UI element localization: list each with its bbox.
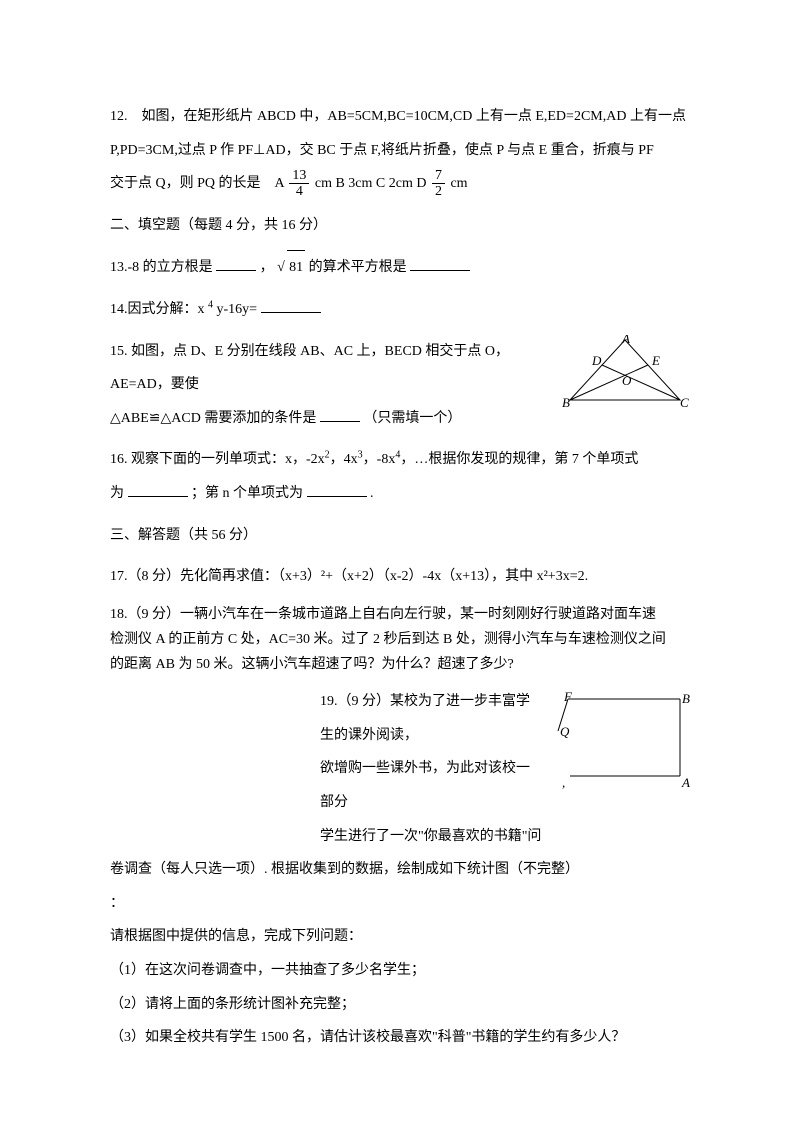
q18-l2: 检测仪 A 的正前方 C 处，AC=30 米。过了 2 秒后到达 B 处，测得小… (110, 627, 690, 652)
blank (320, 407, 360, 422)
q13-pre: 13.-8 的立方根是 (110, 260, 213, 275)
blank (216, 256, 256, 271)
q12-line1: 12. 如图，在矩形纸片 ABCD 中，AB=5CM,BC=10CM,CD 上有… (110, 100, 690, 134)
q12-post: cm (450, 176, 467, 191)
blank (128, 482, 188, 497)
q19-l4: 卷调查（每人只选一项）. 根据收集到的数据，绘制成如下统计图（不完整） (110, 853, 690, 887)
svg-text:O: O (622, 373, 632, 388)
q19-l3: 学生进行了一次"你最喜欢的书籍"问 (110, 820, 690, 854)
q14-post: y-16y= (213, 302, 257, 317)
q12-frac1: 13 4 (289, 168, 309, 200)
svg-text:D: D (591, 353, 602, 368)
q13-mid: ， (260, 260, 274, 275)
question-15: A D E O B C 15. 如图，点 D、E 分别在线段 AB、AC 上，B… (110, 335, 690, 436)
q18-l1: 18.（9 分）一辆小汽车在一条城市道路上自右向左行驶，某一时刻刚好行驶道路对面… (110, 602, 690, 627)
question-12: 12. 如图，在矩形纸片 ABCD 中，AB=5CM,BC=10CM,CD 上有… (110, 100, 690, 201)
blank (261, 298, 321, 313)
q14-pre: 14.因式分解：x (110, 302, 208, 317)
q12-frac2: 7 2 (432, 168, 445, 200)
question-16: 16. 观察下面的一列单项式：x，-2x2，4x3，-8x4，…根据你发现的规律… (110, 443, 690, 510)
sqrt-icon: 81 (287, 250, 305, 285)
svg-text:B: B (562, 395, 570, 410)
blank (307, 482, 367, 497)
q12-mid1: cm B 3cm C 2cm D (315, 176, 430, 191)
section-2-heading: 二、填空题（每题 4 分，共 16 分） (110, 209, 690, 243)
svg-text:Q: Q (560, 724, 570, 739)
q12-line2: P,PD=3CM,过点 P 作 PF⊥AD，交 BC 于点 F,将纸片折叠，使点… (110, 134, 690, 168)
question-19: F B Q A , 19.（9 分）某校为了进一步丰富学生的课外阅读， 欲增购一… (110, 685, 690, 1055)
q19-colon: ： (110, 887, 690, 921)
q19-p3: （3）如果全校共有学生 1500 名，请估计该校最喜欢"科普"书籍的学生约有多少… (110, 1021, 690, 1055)
question-14: 14.因式分解：x 4 y-16y= (110, 293, 690, 327)
svg-text:A: A (681, 775, 690, 790)
svg-text:B: B (682, 691, 690, 706)
svg-text:F: F (563, 691, 573, 704)
q19-p1: （1）在这次问卷调查中，一共抽查了多少名学生； (110, 954, 690, 988)
q12-line3-pre: 交于点 Q，则 PQ 的长是 A (110, 176, 284, 191)
question-18: 18.（9 分）一辆小汽车在一条城市道路上自右向左行驶，某一时刻刚好行驶道路对面… (110, 602, 690, 678)
svg-text:,: , (562, 775, 565, 790)
question-13: 13.-8 的立方根是 ， 81 的算术平方根是 (110, 250, 690, 285)
rect-diagram-icon: F B Q A , (550, 691, 690, 801)
q16-line2: 为 ；第 n 个单项式为 . (110, 477, 690, 511)
q16-line1: 16. 观察下面的一列单项式：x，-2x2，4x3，-8x4，…根据你发现的规律… (110, 443, 690, 477)
q12-line3: 交于点 Q，则 PQ 的长是 A 13 4 cm B 3cm C 2cm D 7… (110, 167, 690, 201)
svg-text:C: C (680, 395, 689, 410)
q19-l5: 请根据图中提供的信息，完成下列问题： (110, 920, 690, 954)
question-17: 17.（8 分）先化简再求值：（x+3）²+（x+2）（x-2）-4x（x+13… (110, 560, 690, 594)
q13-post: 的算术平方根是 (309, 260, 407, 275)
blank (410, 256, 470, 271)
svg-text:E: E (651, 353, 660, 368)
q18-l3: 的距离 AB 为 50 米。这辆小汽车超速了吗？为什么？超速了多少? (110, 652, 690, 677)
svg-text:A: A (621, 335, 630, 346)
triangle-diagram-icon: A D E O B C (560, 335, 690, 410)
q19-p2: （2）请将上面的条形统计图补充完整； (110, 988, 690, 1022)
section-3-heading: 三、解答题（共 56 分） (110, 519, 690, 553)
